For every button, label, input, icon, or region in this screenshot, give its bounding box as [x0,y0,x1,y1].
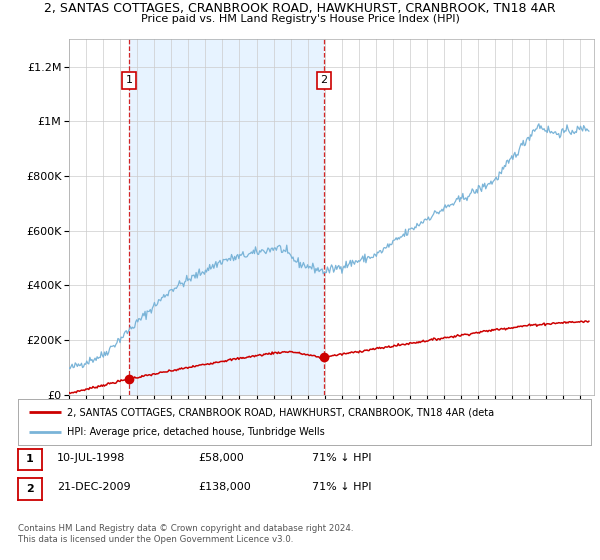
Text: 2, SANTAS COTTAGES, CRANBROOK ROAD, HAWKHURST, CRANBROOK, TN18 4AR (deta: 2, SANTAS COTTAGES, CRANBROOK ROAD, HAWK… [67,407,494,417]
Text: 2: 2 [26,484,34,494]
Text: 10-JUL-1998: 10-JUL-1998 [57,452,125,463]
Text: 1: 1 [26,454,34,464]
Text: Price paid vs. HM Land Registry's House Price Index (HPI): Price paid vs. HM Land Registry's House … [140,14,460,24]
Text: 2: 2 [320,75,328,85]
Text: 71% ↓ HPI: 71% ↓ HPI [312,452,371,463]
Text: 21-DEC-2009: 21-DEC-2009 [57,482,131,492]
Text: 71% ↓ HPI: 71% ↓ HPI [312,482,371,492]
Text: 1: 1 [125,75,133,85]
Text: £58,000: £58,000 [198,452,244,463]
Text: £138,000: £138,000 [198,482,251,492]
Text: HPI: Average price, detached house, Tunbridge Wells: HPI: Average price, detached house, Tunb… [67,427,325,437]
Text: This data is licensed under the Open Government Licence v3.0.: This data is licensed under the Open Gov… [18,535,293,544]
Bar [129,39,324,395]
Text: 2, SANTAS COTTAGES, CRANBROOK ROAD, HAWKHURST, CRANBROOK, TN18 4AR: 2, SANTAS COTTAGES, CRANBROOK ROAD, HAWK… [44,2,556,15]
Text: Contains HM Land Registry data © Crown copyright and database right 2024.: Contains HM Land Registry data © Crown c… [18,524,353,533]
